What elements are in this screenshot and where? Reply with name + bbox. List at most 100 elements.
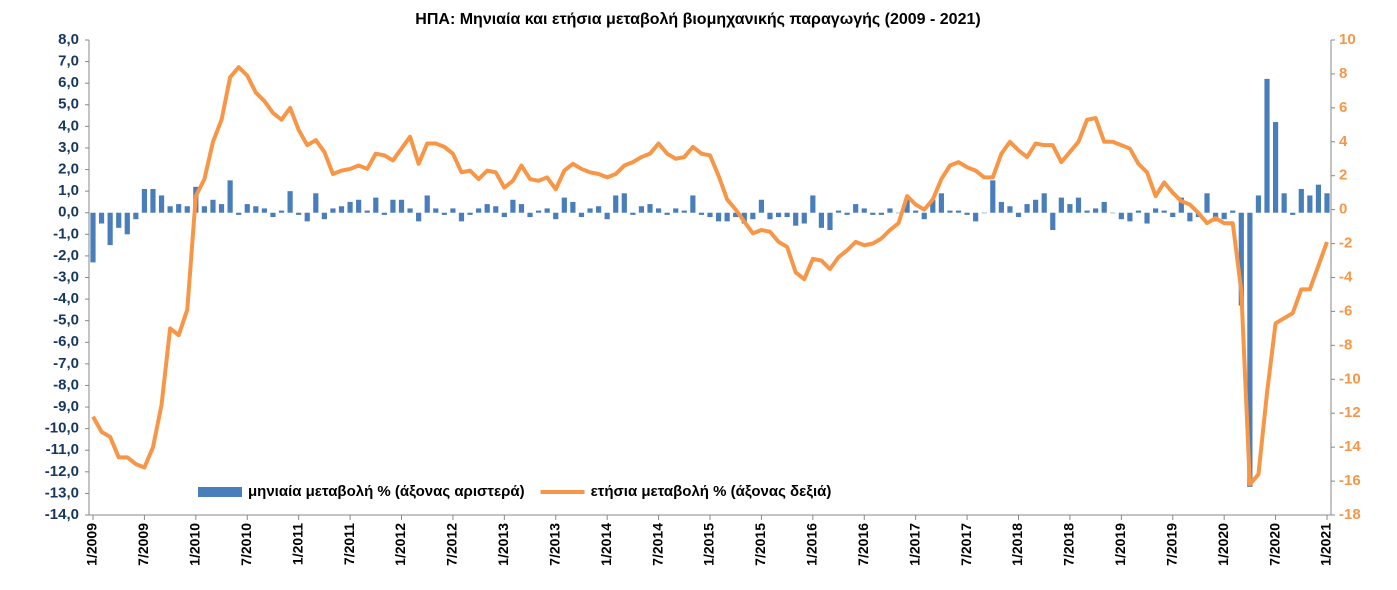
bar — [1033, 199, 1039, 213]
y-tick-label: 7,0 — [58, 53, 79, 70]
bar — [1170, 212, 1176, 218]
bar — [510, 199, 516, 213]
bar — [878, 212, 884, 215]
x-tick-label: 7/2011 — [341, 523, 357, 565]
legend-swatch — [198, 487, 242, 497]
bar — [244, 204, 250, 213]
bar — [476, 208, 482, 213]
y-tick-label: -8,0 — [53, 376, 79, 393]
bar — [287, 191, 293, 213]
bar — [338, 206, 345, 213]
bar — [1290, 212, 1296, 215]
x-tick-label: 7/2016 — [855, 523, 871, 566]
bar — [844, 212, 850, 215]
x-tick-label: 1/2021 — [1318, 523, 1334, 566]
bar — [561, 197, 567, 213]
x-tick-label: 7/2014 — [649, 523, 665, 566]
y-tick-label: 8,0 — [58, 31, 79, 48]
x-tick-label: 7/2019 — [1163, 523, 1179, 566]
bar — [1101, 201, 1107, 213]
x-tick-label: 1/2018 — [1009, 523, 1025, 566]
bar — [1324, 193, 1330, 213]
bar — [184, 206, 190, 213]
bar — [107, 212, 113, 246]
bar — [921, 212, 927, 220]
bar — [733, 212, 739, 218]
bar — [424, 195, 430, 213]
y-tick-label: -1,0 — [53, 225, 79, 242]
bar — [724, 212, 730, 222]
bar — [767, 212, 773, 220]
y-tick-label: -2,0 — [53, 247, 79, 264]
bar — [1264, 78, 1270, 213]
y-tick-label: 4,0 — [58, 117, 79, 134]
x-tick-label: 7/2015 — [752, 523, 768, 566]
y-tick-label: -6,0 — [53, 333, 79, 350]
bar — [321, 212, 327, 220]
bar — [887, 208, 893, 213]
x-tick-label: 1/2015 — [701, 523, 717, 566]
x-tick-label: 1/2014 — [598, 523, 614, 566]
bar — [210, 199, 216, 213]
y-tick-label: 6,0 — [58, 74, 79, 91]
bar — [810, 195, 816, 213]
bar — [707, 212, 713, 218]
bar — [930, 199, 936, 213]
y2-tick-label: 4 — [1339, 133, 1348, 150]
y2-tick-label: -10 — [1339, 370, 1361, 387]
y-tick-label: -14,0 — [45, 506, 79, 523]
y-tick-label: -10,0 — [45, 420, 79, 437]
y-tick-label: -7,0 — [53, 355, 79, 372]
bar — [201, 206, 208, 213]
bar — [1298, 188, 1304, 213]
bar — [158, 195, 165, 213]
x-tick-label: 7/2017 — [958, 523, 974, 566]
bar — [947, 210, 953, 213]
bar — [964, 212, 970, 215]
bar — [484, 204, 490, 213]
x-tick-label: 7/2010 — [238, 523, 254, 566]
bar — [681, 210, 687, 213]
bar — [527, 212, 533, 218]
bar — [450, 208, 456, 213]
bar — [1230, 210, 1236, 213]
bar — [261, 208, 267, 213]
x-tick-label: 1/2016 — [804, 523, 820, 566]
bar — [1187, 212, 1193, 222]
bar — [373, 197, 379, 213]
bar — [1075, 197, 1082, 213]
bar — [98, 212, 105, 224]
bar — [544, 208, 550, 213]
bar — [1315, 184, 1322, 213]
bar — [1307, 195, 1313, 213]
bar — [167, 206, 173, 213]
bar — [1247, 212, 1253, 487]
bar — [758, 199, 765, 213]
chart-title: ΗΠΑ: Μηνιαία και ετήσια μεταβολή βιομηχα… — [415, 11, 980, 28]
x-tick-label: 1/2019 — [1112, 523, 1128, 566]
bar — [655, 208, 662, 213]
bar — [227, 180, 233, 213]
bar — [801, 212, 807, 224]
bar — [895, 212, 902, 214]
bar — [698, 212, 705, 215]
y-tick-label: -4,0 — [53, 290, 79, 307]
x-tick-label: 7/2009 — [135, 523, 151, 566]
bar — [441, 212, 447, 215]
bar — [861, 208, 867, 213]
x-tick-label: 1/2011 — [289, 523, 305, 565]
bar — [1024, 204, 1030, 213]
y-tick-label: -9,0 — [53, 398, 79, 415]
bar — [1255, 195, 1262, 213]
bar — [253, 206, 259, 213]
bar — [364, 210, 370, 213]
bar — [827, 212, 833, 230]
bar — [853, 204, 859, 213]
bar — [998, 201, 1004, 213]
x-tick-label: 1/2012 — [392, 523, 408, 566]
bar — [664, 212, 670, 215]
bar — [621, 193, 627, 213]
y2-tick-label: 8 — [1339, 65, 1347, 82]
bar — [1015, 212, 1022, 218]
